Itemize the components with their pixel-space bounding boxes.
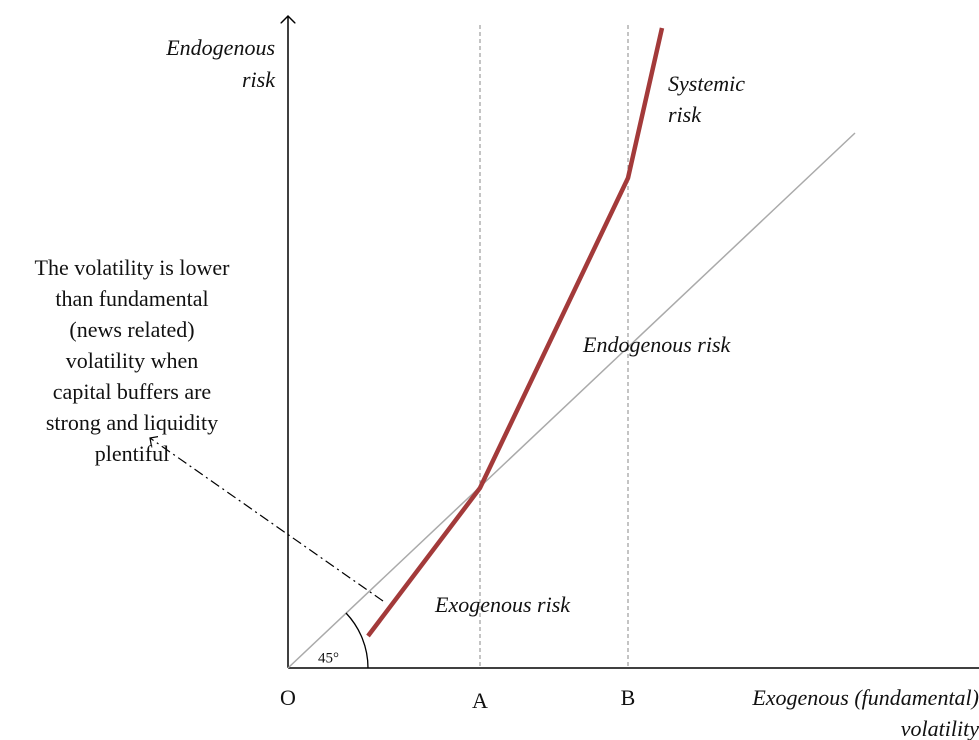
annotation-line: (news related) [69, 317, 194, 342]
x-label: volatility [901, 716, 979, 740]
annotation-line: capital buffers are [53, 379, 211, 404]
angle-label: 45° [318, 650, 339, 666]
annotation-line: plentiful [95, 441, 170, 466]
annotation-line: volatility when [66, 348, 199, 373]
annotation-line: strong and liquidity [46, 410, 218, 435]
region-label: risk [668, 102, 702, 127]
y-label: Endogenous [165, 35, 275, 60]
origin-label: O [280, 685, 296, 710]
annotation: The volatility is lower than fundamental (… [35, 255, 231, 466]
region-label: Exogenous risk [434, 592, 571, 617]
annotation-line: The volatility is lower [35, 255, 231, 280]
risk-curve [366, 27, 665, 638]
annotation-line: than fundamental [55, 286, 208, 311]
pointer [150, 438, 384, 602]
point-label: B [621, 685, 636, 710]
point-label: A [472, 688, 488, 713]
diagonal [287, 132, 856, 669]
region-label: Systemic [668, 71, 745, 96]
region-label: Endogenous risk [582, 332, 732, 357]
y-label: risk [242, 67, 276, 92]
angle-arc [345, 612, 369, 669]
x-label: Exogenous (fundamental) [751, 685, 979, 710]
